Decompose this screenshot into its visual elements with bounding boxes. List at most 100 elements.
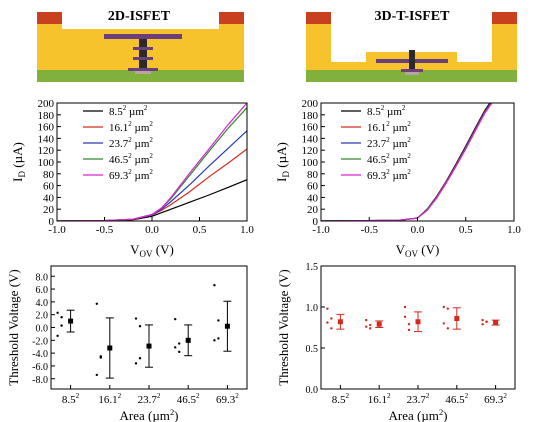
data-point — [217, 319, 220, 322]
data-point — [56, 311, 59, 314]
data-point — [446, 327, 449, 330]
substrate-layer-3d — [306, 70, 517, 82]
data-point — [365, 325, 368, 328]
x-axis-label: Area (µm2) — [119, 407, 178, 422]
x-axis-label: VOV (V) — [130, 242, 174, 259]
y-axis-label: Threshold Voltage (V) — [276, 269, 291, 386]
y-tick-label: 140 — [38, 133, 55, 145]
transistor-gate — [128, 68, 158, 71]
x-tick-label: 69.32 — [484, 392, 507, 406]
x-tick-label: -1.0 — [48, 224, 66, 236]
x-tick-label: 46.52 — [177, 392, 200, 406]
data-point — [178, 350, 181, 354]
y-tick-label: 0.0 — [306, 385, 319, 396]
x-tick-label: 46.52 — [445, 392, 468, 406]
y-tick-label: -8.0 — [32, 375, 48, 386]
y-axis-label: ID (µA) — [10, 142, 27, 182]
transistor-gate-3d — [401, 69, 423, 72]
y-tick-label: 160 — [302, 122, 319, 134]
data-point — [134, 317, 138, 320]
data-point — [138, 357, 142, 360]
data-point — [326, 321, 329, 324]
x-tick-label: 16.12 — [368, 392, 391, 406]
y-tick-label: 80 — [43, 169, 55, 181]
data-point — [481, 318, 484, 322]
x-tick-label: -0.5 — [96, 224, 114, 236]
x-tick-label: 0.0 — [411, 224, 425, 236]
x-tick-label: 16.12 — [98, 392, 121, 406]
data-point — [326, 307, 329, 310]
y-tick-label: 0.5 — [306, 344, 319, 355]
data-point — [213, 284, 216, 287]
iv-chart-2d: -1.0 -0.5 0.0 0.5 1.0 02040608010012014016018… — [10, 98, 254, 259]
data-point — [403, 305, 407, 309]
data-point — [407, 323, 411, 326]
legend-label-1: 16.12 µm2 — [367, 120, 411, 134]
data-point — [330, 317, 333, 320]
data-point — [60, 324, 63, 327]
y-tick-label: 1.0 — [306, 303, 319, 314]
legend-label-2: 23.72 µm2 — [367, 136, 411, 150]
x-tick-label: 69.32 — [216, 392, 239, 406]
diagram-3d-title: 3D-T-ISFET — [375, 9, 451, 24]
right-contact-3d — [492, 12, 517, 24]
y-tick-label: 20 — [43, 204, 55, 216]
y-tick-label: 6.0 — [36, 285, 49, 296]
via-column-3d — [409, 50, 415, 70]
data-point — [56, 334, 59, 338]
series-line-4 — [57, 103, 247, 221]
series-line-4 — [321, 103, 493, 221]
y-tick-label: 180 — [38, 110, 55, 122]
mean-marker — [493, 320, 499, 326]
y-tick-label: 100 — [302, 157, 319, 169]
channel-mark-3d — [405, 72, 419, 75]
y-tick-label: 200 — [38, 98, 55, 110]
y-axis-label: ID (µA) — [274, 142, 291, 182]
data-point — [446, 307, 449, 310]
mean-marker — [415, 319, 421, 325]
data-point — [481, 323, 484, 326]
y-tick-label: 40 — [307, 192, 319, 204]
data-point — [485, 320, 488, 323]
legend-label-0: 8.52 µm2 — [109, 104, 148, 118]
data-point — [95, 302, 99, 305]
data-point — [174, 317, 177, 321]
y-tick-label: 160 — [38, 122, 55, 134]
y-tick-label: 0.0 — [36, 324, 49, 335]
y-tick-label: -2.0 — [32, 336, 48, 347]
data-point — [60, 316, 63, 319]
y-tick-label: -4.0 — [32, 349, 48, 360]
data-point — [174, 346, 177, 349]
legend-label-4: 69.32 µm2 — [367, 168, 411, 182]
data-point — [99, 356, 103, 359]
dielectric-right-wall — [492, 24, 517, 70]
diagram-2d-isfet: 2D-ISFET — [37, 9, 244, 82]
data-point — [134, 362, 138, 365]
x-tick-label: 8.52 — [62, 392, 80, 406]
data-point — [217, 337, 220, 340]
y-tick-label: 120 — [38, 145, 55, 157]
y-tick-label: 1.5 — [306, 262, 319, 273]
mean-marker — [337, 319, 343, 325]
y-tick-label: 4.0 — [36, 298, 49, 309]
data-point — [138, 325, 142, 328]
mean-marker — [224, 323, 230, 329]
data-point — [330, 327, 333, 330]
mean-marker — [376, 321, 382, 327]
x-axis-label: Area (µm2) — [388, 407, 447, 422]
data-point — [442, 322, 445, 325]
x-tick-label: -1.0 — [312, 224, 330, 236]
y-tick-label: 60 — [43, 181, 55, 193]
left-contact — [37, 12, 62, 24]
x-tick-label: 23.72 — [407, 392, 430, 406]
left-contact-3d — [306, 12, 331, 24]
y-tick-label: 80 — [307, 169, 319, 181]
legend-label-2: 23.72 µm2 — [109, 136, 153, 150]
x-tick-label: 8.52 — [332, 392, 350, 406]
sensing-gate-plate — [104, 34, 182, 39]
x-tick-label: 0.0 — [145, 224, 159, 236]
substrate-layer — [37, 70, 244, 82]
y-tick-label: 60 — [307, 181, 319, 193]
right-contact — [219, 12, 244, 24]
vt-chart-3d: 0.0 0.5 1.0 1.5 8.52 16.12 23.72 46.52 69.32 Area… — [276, 262, 516, 422]
